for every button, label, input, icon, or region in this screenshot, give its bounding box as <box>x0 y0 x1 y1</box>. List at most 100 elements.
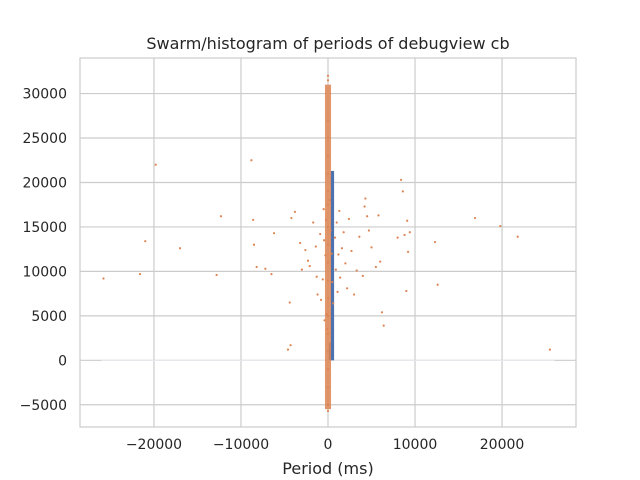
data-point <box>178 247 182 250</box>
data-point <box>379 260 382 263</box>
data-point <box>406 219 409 222</box>
data-point <box>436 283 439 286</box>
data-point <box>319 298 323 301</box>
data-point <box>346 287 349 290</box>
data-point <box>347 217 350 221</box>
data-point <box>344 262 347 265</box>
data-point <box>380 311 384 314</box>
data-point <box>319 232 322 236</box>
data-point <box>364 197 367 200</box>
data-point <box>102 277 105 280</box>
data-point <box>215 273 218 277</box>
data-point <box>272 232 276 235</box>
data-point <box>255 265 258 269</box>
data-point <box>138 272 142 276</box>
dense-point-column <box>324 84 332 410</box>
histogram-bar <box>330 170 335 361</box>
data-point <box>473 216 477 220</box>
data-point <box>366 215 369 218</box>
data-point <box>326 79 330 82</box>
data-point <box>516 235 519 238</box>
data-point <box>331 280 334 284</box>
data-point <box>144 240 147 243</box>
data-point <box>264 267 267 270</box>
data-point <box>401 190 404 193</box>
x-tick-label: 10000 <box>393 437 438 453</box>
data-point <box>335 221 338 224</box>
data-point <box>300 268 303 271</box>
data-point <box>339 276 342 279</box>
data-point <box>290 216 293 220</box>
data-point <box>405 289 408 293</box>
data-point <box>355 269 358 272</box>
x-tick-label: 0 <box>324 437 333 453</box>
x-tick-label: −20000 <box>126 437 182 453</box>
data-point <box>252 218 255 221</box>
data-point <box>316 293 319 296</box>
data-point <box>433 240 437 244</box>
data-point <box>321 278 324 281</box>
data-point <box>337 253 340 256</box>
data-point <box>358 235 361 238</box>
data-point <box>377 214 380 217</box>
data-point <box>322 208 325 211</box>
data-point <box>270 272 273 276</box>
data-point <box>361 274 364 277</box>
data-point <box>289 344 292 347</box>
data-point <box>334 268 337 271</box>
data-point <box>326 409 330 413</box>
data-point <box>306 259 310 262</box>
data-point <box>308 264 311 268</box>
data-point <box>314 245 317 248</box>
data-point <box>370 246 373 249</box>
data-point <box>548 348 551 351</box>
data-point <box>299 241 302 245</box>
data-point <box>399 178 403 181</box>
data-point <box>396 236 399 239</box>
data-point <box>499 224 502 228</box>
data-point <box>353 293 356 296</box>
data-point <box>338 209 341 213</box>
data-point <box>293 210 297 213</box>
data-point <box>252 243 256 246</box>
data-point <box>304 248 307 252</box>
data-point <box>154 163 157 166</box>
data-point <box>315 275 318 278</box>
data-point <box>250 159 253 162</box>
data-point <box>288 301 291 304</box>
y-tick-label: 0 <box>58 353 67 369</box>
y-tick-label: 20000 <box>22 175 67 191</box>
swarm-points <box>102 74 551 413</box>
y-tick-labels: −5000 0 5000 10000 15000 20000 25000 30000 <box>20 87 67 414</box>
y-tick-label: 30000 <box>22 87 67 103</box>
data-point <box>326 74 330 77</box>
data-point <box>408 231 411 234</box>
x-tick-labels: −20000 −10000 0 10000 20000 <box>126 437 524 453</box>
data-point <box>312 221 315 224</box>
data-point <box>342 231 345 234</box>
data-point <box>367 229 370 232</box>
data-point <box>333 236 337 239</box>
data-point <box>382 324 385 327</box>
data-point <box>332 302 335 305</box>
y-tick-label: 10000 <box>22 264 67 280</box>
data-point <box>219 215 223 218</box>
plot-frame <box>79 57 577 428</box>
data-point <box>286 348 290 351</box>
data-point <box>340 247 344 250</box>
y-tick-label: 25000 <box>22 131 67 147</box>
data-point <box>322 239 326 242</box>
x-tick-label: 20000 <box>480 437 525 453</box>
x-axis-label: Period (ms) <box>282 459 373 478</box>
data-point <box>336 290 339 293</box>
chart-title: Swarm/histogram of periods of debugview … <box>146 34 509 53</box>
data-point <box>350 249 353 253</box>
y-tick-label: 15000 <box>22 220 67 236</box>
y-tick-label: −5000 <box>20 398 67 414</box>
data-point <box>374 265 377 269</box>
data-point <box>363 205 366 208</box>
data-point <box>406 250 410 253</box>
y-tick-label: 5000 <box>31 309 67 325</box>
x-tick-label: −10000 <box>213 437 269 453</box>
